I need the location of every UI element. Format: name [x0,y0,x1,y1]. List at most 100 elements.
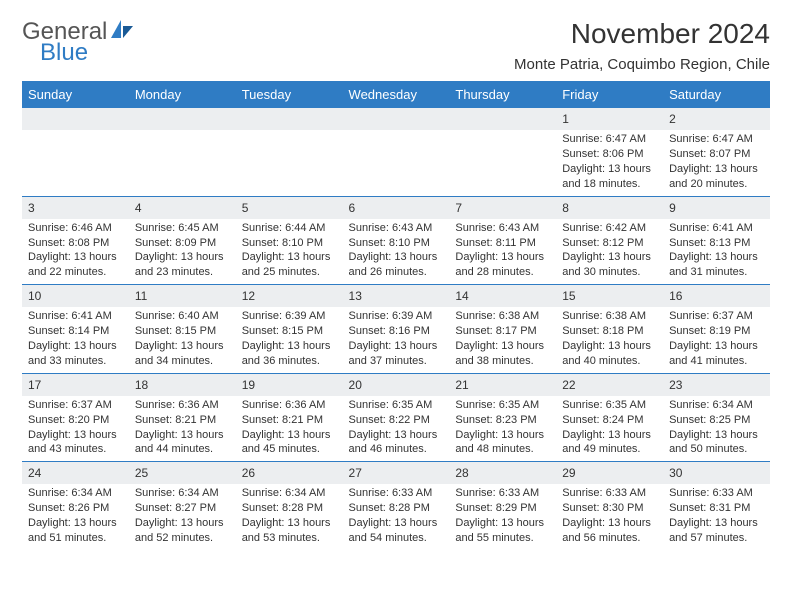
logo: General Blue [22,18,135,65]
day-cell: 3Sunrise: 6:46 AMSunset: 8:08 PMDaylight… [22,196,129,285]
day-cell: 15Sunrise: 6:38 AMSunset: 8:18 PMDayligh… [556,285,663,374]
calendar-row: 24Sunrise: 6:34 AMSunset: 8:26 PMDayligh… [22,462,770,550]
day-cell: 6Sunrise: 6:43 AMSunset: 8:10 PMDaylight… [343,196,450,285]
day-cell: 2Sunrise: 6:47 AMSunset: 8:07 PMDaylight… [663,108,770,196]
daylight-line: Daylight: 13 hours and 18 minutes. [562,162,657,192]
sunrise-line: Sunrise: 6:42 AM [562,221,657,236]
day-number: 9 [663,197,770,219]
empty-cell [449,108,556,196]
day-number: 17 [22,374,129,396]
day-number: 8 [556,197,663,219]
day-cell: 10Sunrise: 6:41 AMSunset: 8:14 PMDayligh… [22,285,129,374]
daylight-line: Daylight: 13 hours and 30 minutes. [562,250,657,280]
day-content: Sunrise: 6:33 AMSunset: 8:29 PMDaylight:… [449,484,556,549]
sunset-line: Sunset: 8:06 PM [562,147,657,162]
sunset-line: Sunset: 8:25 PM [669,413,764,428]
day-content: Sunrise: 6:34 AMSunset: 8:27 PMDaylight:… [129,484,236,549]
day-number: 26 [236,462,343,484]
day-number: 30 [663,462,770,484]
day-content: Sunrise: 6:40 AMSunset: 8:15 PMDaylight:… [129,307,236,372]
day-cell: 19Sunrise: 6:36 AMSunset: 8:21 PMDayligh… [236,373,343,462]
sunset-line: Sunset: 8:17 PM [455,324,550,339]
daylight-line: Daylight: 13 hours and 54 minutes. [349,516,444,546]
sunset-line: Sunset: 8:13 PM [669,236,764,251]
sunset-line: Sunset: 8:26 PM [28,501,123,516]
sunset-line: Sunset: 8:27 PM [135,501,230,516]
day-number: 4 [129,197,236,219]
day-content: Sunrise: 6:34 AMSunset: 8:25 PMDaylight:… [663,396,770,461]
day-number: 21 [449,374,556,396]
sunrise-line: Sunrise: 6:35 AM [562,398,657,413]
sunset-line: Sunset: 8:29 PM [455,501,550,516]
weekday-tuesday: Tuesday [236,81,343,108]
day-cell: 13Sunrise: 6:39 AMSunset: 8:16 PMDayligh… [343,285,450,374]
sunset-line: Sunset: 8:18 PM [562,324,657,339]
sunrise-line: Sunrise: 6:33 AM [562,486,657,501]
daylight-line: Daylight: 13 hours and 36 minutes. [242,339,337,369]
day-number: 19 [236,374,343,396]
day-number: 7 [449,197,556,219]
sunset-line: Sunset: 8:10 PM [242,236,337,251]
sunset-line: Sunset: 8:28 PM [349,501,444,516]
day-content: Sunrise: 6:35 AMSunset: 8:24 PMDaylight:… [556,396,663,461]
day-cell: 17Sunrise: 6:37 AMSunset: 8:20 PMDayligh… [22,373,129,462]
day-number: 16 [663,285,770,307]
day-cell: 16Sunrise: 6:37 AMSunset: 8:19 PMDayligh… [663,285,770,374]
day-number: 12 [236,285,343,307]
sunset-line: Sunset: 8:24 PM [562,413,657,428]
sunrise-line: Sunrise: 6:34 AM [669,398,764,413]
daylight-line: Daylight: 13 hours and 51 minutes. [28,516,123,546]
daylight-line: Daylight: 13 hours and 37 minutes. [349,339,444,369]
logo-sail-icon [109,18,135,45]
daylight-line: Daylight: 13 hours and 34 minutes. [135,339,230,369]
day-cell: 21Sunrise: 6:35 AMSunset: 8:23 PMDayligh… [449,373,556,462]
sunset-line: Sunset: 8:12 PM [562,236,657,251]
sunrise-line: Sunrise: 6:41 AM [28,309,123,324]
day-number: 18 [129,374,236,396]
day-number: 24 [22,462,129,484]
day-content: Sunrise: 6:46 AMSunset: 8:08 PMDaylight:… [22,219,129,284]
daylight-line: Daylight: 13 hours and 25 minutes. [242,250,337,280]
calendar-row: 17Sunrise: 6:37 AMSunset: 8:20 PMDayligh… [22,373,770,462]
day-content: Sunrise: 6:41 AMSunset: 8:13 PMDaylight:… [663,219,770,284]
daylight-line: Daylight: 13 hours and 57 minutes. [669,516,764,546]
weekday-header-row: Sunday Monday Tuesday Wednesday Thursday… [22,81,770,108]
daylight-line: Daylight: 13 hours and 41 minutes. [669,339,764,369]
day-number: 27 [343,462,450,484]
day-content: Sunrise: 6:36 AMSunset: 8:21 PMDaylight:… [236,396,343,461]
daylight-line: Daylight: 13 hours and 49 minutes. [562,428,657,458]
sunset-line: Sunset: 8:15 PM [242,324,337,339]
day-number: 1 [556,108,663,130]
sunrise-line: Sunrise: 6:34 AM [28,486,123,501]
day-number: 2 [663,108,770,130]
daylight-line: Daylight: 13 hours and 56 minutes. [562,516,657,546]
empty-cell [343,108,450,196]
daylight-line: Daylight: 13 hours and 44 minutes. [135,428,230,458]
daylight-line: Daylight: 13 hours and 38 minutes. [455,339,550,369]
daylight-line: Daylight: 13 hours and 28 minutes. [455,250,550,280]
daylight-line: Daylight: 13 hours and 33 minutes. [28,339,123,369]
empty-cell [129,108,236,196]
day-cell: 1 Sunrise: 6:47 AMSunset: 8:06 PMDaylight… [556,108,663,196]
day-content: Sunrise: 6:36 AMSunset: 8:21 PMDaylight:… [129,396,236,461]
day-content: Sunrise: 6:37 AMSunset: 8:20 PMDaylight:… [22,396,129,461]
sunset-line: Sunset: 8:10 PM [349,236,444,251]
sunrise-line: Sunrise: 6:36 AM [242,398,337,413]
day-content: Sunrise: 6:38 AMSunset: 8:17 PMDaylight:… [449,307,556,372]
sunset-line: Sunset: 8:20 PM [28,413,123,428]
daylight-line: Daylight: 13 hours and 46 minutes. [349,428,444,458]
day-content: Sunrise: 6:42 AMSunset: 8:12 PMDaylight:… [556,219,663,284]
sunrise-line: Sunrise: 6:43 AM [455,221,550,236]
sunset-line: Sunset: 8:15 PM [135,324,230,339]
day-content: Sunrise: 6:37 AMSunset: 8:19 PMDaylight:… [663,307,770,372]
sunrise-line: Sunrise: 6:47 AM [562,132,657,147]
title-block: November 2024 Monte Patria, Coquimbo Reg… [514,18,770,73]
day-number: 15 [556,285,663,307]
day-cell: 29Sunrise: 6:33 AMSunset: 8:30 PMDayligh… [556,462,663,550]
calendar-row: 1 Sunrise: 6:47 AMSunset: 8:06 PMDaylight… [22,108,770,196]
calendar: Sunday Monday Tuesday Wednesday Thursday… [22,81,770,550]
weekday-saturday: Saturday [663,81,770,108]
day-number: 20 [343,374,450,396]
weekday-thursday: Thursday [449,81,556,108]
day-number: 25 [129,462,236,484]
